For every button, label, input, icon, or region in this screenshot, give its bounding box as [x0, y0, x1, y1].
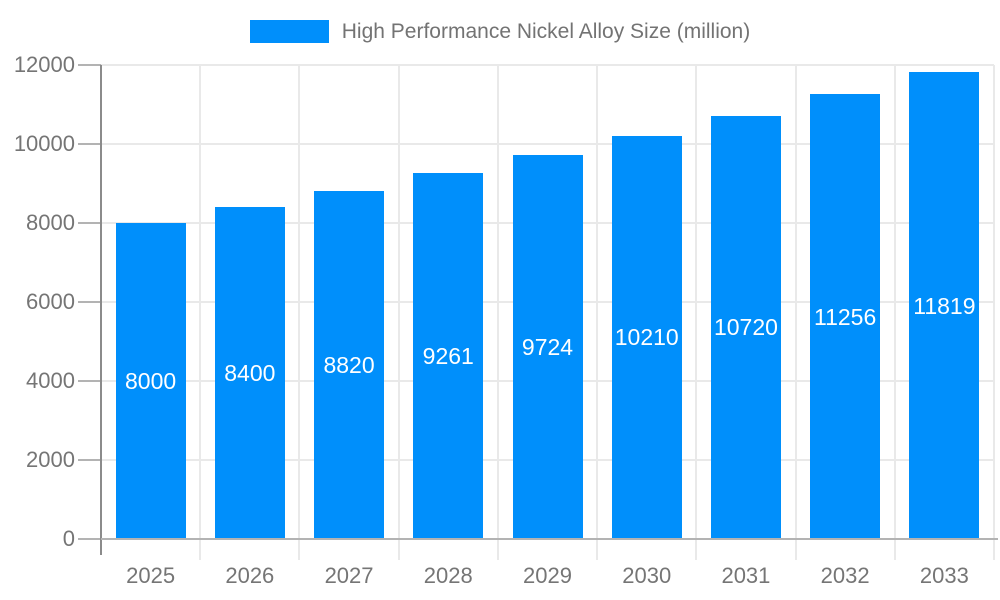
gridline-v — [496, 65, 499, 560]
x-axis-label: 2025 — [126, 563, 176, 588]
gridline-v — [298, 65, 301, 560]
y-axis-label: 6000 — [26, 289, 75, 314]
bar-value-label: 10210 — [614, 324, 679, 351]
x-axis-label: 2026 — [225, 563, 275, 588]
x-axis-label: 2031 — [721, 563, 771, 588]
legend-item[interactable]: High Performance Nickel Alloy Size (mill… — [249, 20, 751, 43]
x-axis-label: 2028 — [423, 563, 473, 588]
y-axis-label: 0 — [62, 526, 75, 551]
gridline-v — [397, 65, 400, 560]
bar[interactable] — [611, 135, 682, 538]
gridline-h — [101, 64, 994, 66]
bar-value-label: 9261 — [422, 343, 474, 370]
y-axis-tick — [78, 64, 101, 66]
bar-value-label: 8400 — [224, 360, 276, 387]
gridline-v — [695, 65, 698, 560]
bar[interactable] — [214, 207, 285, 538]
bar[interactable] — [314, 190, 385, 538]
legend-label: High Performance Nickel Alloy Size (mill… — [341, 20, 751, 43]
gridline-v — [893, 65, 896, 560]
y-axis-tick — [78, 538, 101, 540]
y-axis-tick — [78, 459, 101, 461]
bar-value-label: 11819 — [913, 292, 976, 319]
legend-swatch — [249, 20, 329, 43]
bar[interactable] — [413, 173, 484, 538]
y-axis-label: 12000 — [13, 52, 75, 77]
x-axis-label: 2030 — [622, 563, 672, 588]
gridline-v — [596, 65, 599, 560]
gridline-v — [794, 65, 797, 560]
y-axis-label: 8000 — [26, 210, 75, 235]
y-axis-tick — [78, 143, 101, 145]
bar[interactable] — [115, 223, 186, 538]
bar-value-label: 9724 — [521, 333, 574, 360]
x-axis-label: 2033 — [919, 563, 969, 588]
x-axis-label: 2032 — [820, 563, 870, 588]
bar[interactable] — [512, 154, 583, 538]
y-axis-tick — [78, 222, 101, 224]
gridline-h — [101, 143, 994, 145]
bar-value-label: 8820 — [323, 351, 375, 378]
bar[interactable] — [810, 94, 881, 538]
gridline-v — [199, 65, 202, 560]
bar[interactable] — [909, 72, 980, 538]
bar[interactable] — [710, 115, 781, 538]
bar-value-label: 10720 — [713, 314, 778, 341]
y-axis-label: 2000 — [26, 447, 75, 472]
x-axis-label: 2029 — [523, 563, 572, 588]
y-axis-label: 4000 — [26, 368, 75, 393]
bar-value-label: 11256 — [814, 303, 877, 330]
y-axis-tick — [78, 301, 101, 303]
x-axis-label: 2027 — [324, 563, 374, 588]
y-axis-label: 10000 — [13, 131, 75, 156]
bar-value-label: 8000 — [125, 368, 177, 394]
y-axis-tick — [78, 380, 101, 382]
legend: High Performance Nickel Alloy Size (mill… — [0, 20, 1000, 43]
y-axis-line — [100, 65, 102, 555]
gridline-v — [993, 65, 995, 560]
x-axis-line — [101, 538, 998, 540]
